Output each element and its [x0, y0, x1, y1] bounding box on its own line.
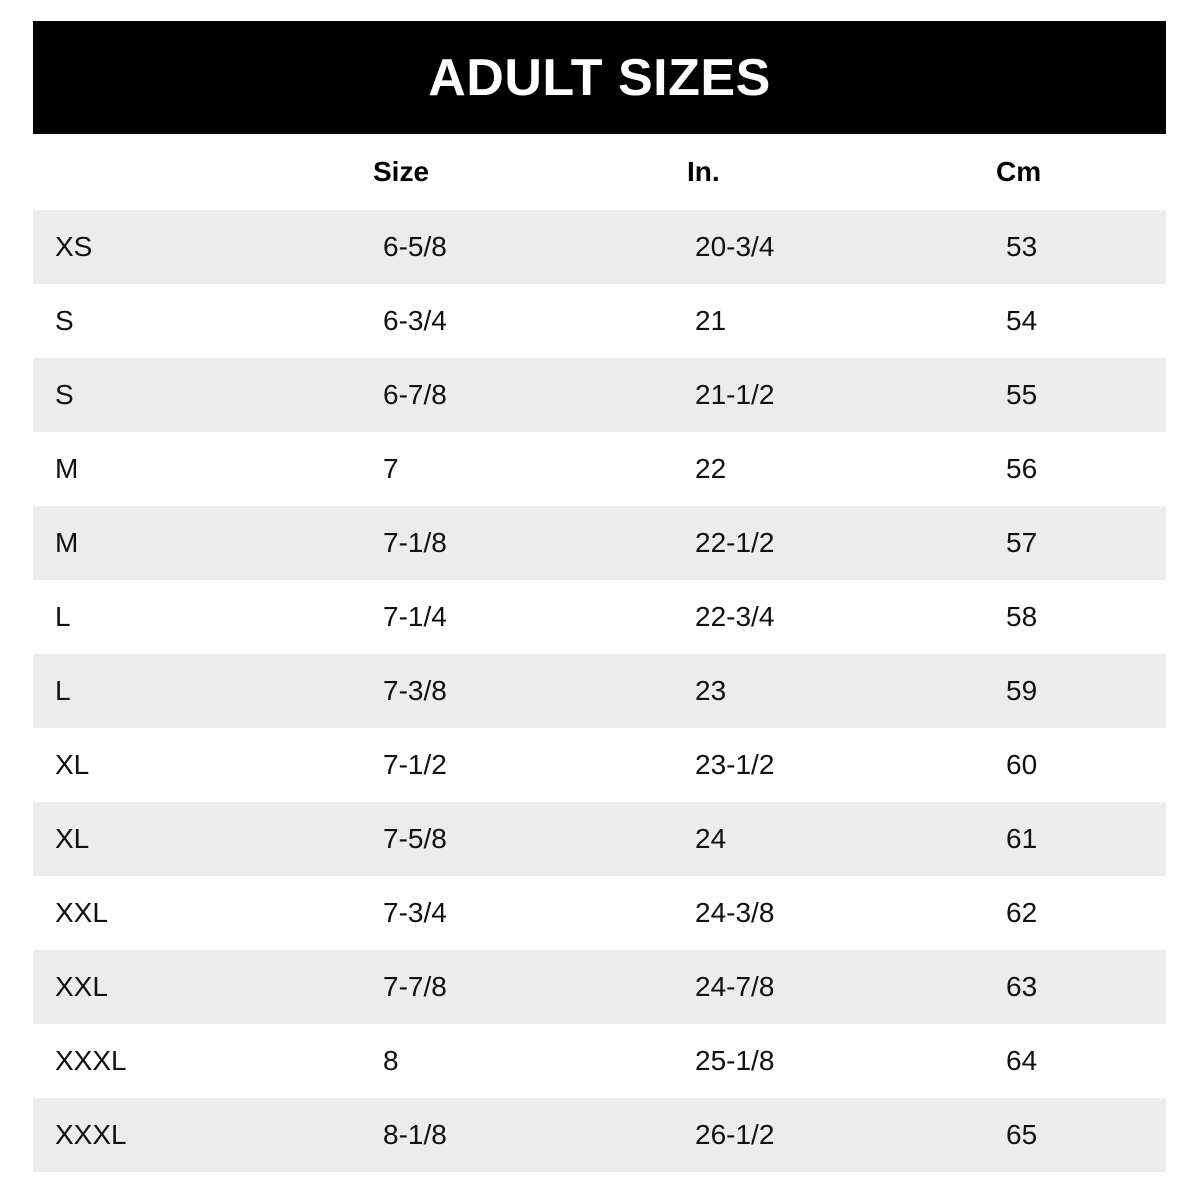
cell-size-value: 7 [358, 432, 670, 506]
cell-cm-value: 55 [981, 358, 1166, 432]
cell-size-label: L [33, 654, 358, 728]
cell-size-label: M [33, 506, 358, 580]
cell-cm-value: 54 [981, 284, 1166, 358]
cell-size-label: XXXL [33, 1024, 358, 1098]
table-row: XL 7-1/2 23-1/2 60 [33, 728, 1166, 802]
cell-inches-value: 24-7/8 [670, 950, 981, 1024]
cell-cm-value: 61 [981, 802, 1166, 876]
table-row: XXXL 8 25-1/8 64 [33, 1024, 1166, 1098]
cell-inches-value: 23-1/2 [670, 728, 981, 802]
cell-inches-value: 24-3/8 [670, 876, 981, 950]
cell-inches-value: 25-1/8 [670, 1024, 981, 1098]
page-title: ADULT SIZES [428, 48, 771, 107]
cell-cm-value: 63 [981, 950, 1166, 1024]
table-row: XS 6-5/8 20-3/4 53 [33, 210, 1166, 284]
cell-cm-value: 59 [981, 654, 1166, 728]
cell-size-value: 7-1/8 [358, 506, 670, 580]
size-table: Size In. Cm XS 6-5/8 20-3/4 53 S 6-3/4 21 54 S 6-… [33, 134, 1166, 1172]
table-row: M 7-1/8 22-1/2 57 [33, 506, 1166, 580]
table-header-row: Size In. Cm [33, 134, 1166, 210]
cell-inches-value: 22-3/4 [670, 580, 981, 654]
cell-cm-value: 53 [981, 210, 1166, 284]
column-header-inches: In. [670, 134, 981, 210]
cell-inches-value: 24 [670, 802, 981, 876]
table-header: Size In. Cm [33, 134, 1166, 210]
cell-cm-value: 56 [981, 432, 1166, 506]
table-row: XXL 7-7/8 24-7/8 63 [33, 950, 1166, 1024]
cell-size-value: 6-7/8 [358, 358, 670, 432]
cell-size-value: 7-5/8 [358, 802, 670, 876]
chart-title-bar: ADULT SIZES [33, 21, 1166, 134]
cell-size-label: M [33, 432, 358, 506]
table-row: S 6-7/8 21-1/2 55 [33, 358, 1166, 432]
column-header-label [33, 134, 358, 210]
cell-size-label: S [33, 358, 358, 432]
cell-inches-value: 21-1/2 [670, 358, 981, 432]
cell-inches-value: 23 [670, 654, 981, 728]
cell-inches-value: 21 [670, 284, 981, 358]
cell-cm-value: 60 [981, 728, 1166, 802]
cell-inches-value: 20-3/4 [670, 210, 981, 284]
table-row: XL 7-5/8 24 61 [33, 802, 1166, 876]
cell-size-label: XL [33, 728, 358, 802]
cell-size-label: XS [33, 210, 358, 284]
cell-size-value: 7-1/4 [358, 580, 670, 654]
cell-size-value: 7-3/4 [358, 876, 670, 950]
table-row: L 7-3/8 23 59 [33, 654, 1166, 728]
cell-inches-value: 26-1/2 [670, 1098, 981, 1172]
cell-size-label: XL [33, 802, 358, 876]
cell-cm-value: 65 [981, 1098, 1166, 1172]
cell-size-label: XXL [33, 950, 358, 1024]
table-row: M 7 22 56 [33, 432, 1166, 506]
cell-size-value: 7-1/2 [358, 728, 670, 802]
cell-cm-value: 57 [981, 506, 1166, 580]
cell-inches-value: 22-1/2 [670, 506, 981, 580]
cell-size-value: 6-5/8 [358, 210, 670, 284]
cell-size-value: 8 [358, 1024, 670, 1098]
column-header-cm: Cm [981, 134, 1166, 210]
cell-size-value: 7-3/8 [358, 654, 670, 728]
cell-cm-value: 62 [981, 876, 1166, 950]
cell-size-label: XXXL [33, 1098, 358, 1172]
cell-size-label: XXL [33, 876, 358, 950]
table-row: S 6-3/4 21 54 [33, 284, 1166, 358]
cell-size-label: L [33, 580, 358, 654]
cell-cm-value: 64 [981, 1024, 1166, 1098]
table-body: XS 6-5/8 20-3/4 53 S 6-3/4 21 54 S 6-7/8 21-1/2 55 M… [33, 210, 1166, 1172]
cell-size-label: S [33, 284, 358, 358]
table-row: L 7-1/4 22-3/4 58 [33, 580, 1166, 654]
table-row: XXL 7-3/4 24-3/8 62 [33, 876, 1166, 950]
cell-size-value: 6-3/4 [358, 284, 670, 358]
cell-size-value: 8-1/8 [358, 1098, 670, 1172]
table-row: XXXL 8-1/8 26-1/2 65 [33, 1098, 1166, 1172]
column-header-size: Size [358, 134, 670, 210]
cell-size-value: 7-7/8 [358, 950, 670, 1024]
size-chart: ADULT SIZES Size In. Cm XS 6-5/8 20-3/4 53 S… [33, 21, 1166, 1172]
cell-inches-value: 22 [670, 432, 981, 506]
cell-cm-value: 58 [981, 580, 1166, 654]
